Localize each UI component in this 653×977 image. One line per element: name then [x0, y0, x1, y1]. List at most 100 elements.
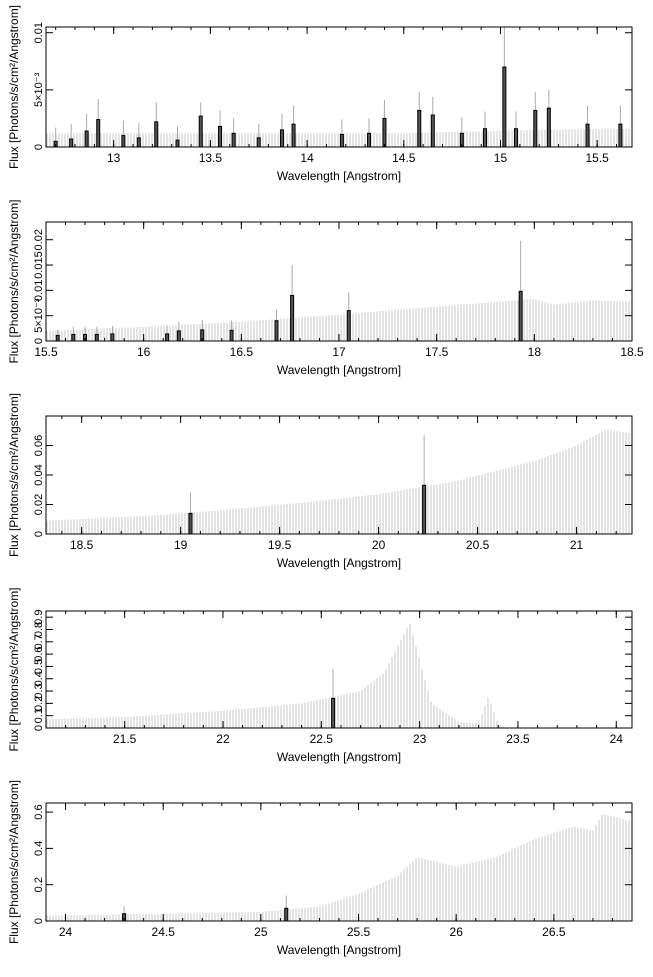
- x-tick-label: 25.5: [347, 925, 371, 939]
- x-tick-label: 24.5: [152, 925, 176, 939]
- detection-bar: [533, 109, 538, 148]
- y-tick-label: 0.2: [33, 696, 45, 711]
- detection-bar: [279, 129, 284, 148]
- detection-bar: [218, 125, 223, 148]
- y-tick-label: 0.4: [33, 671, 45, 686]
- detection-bar: [256, 137, 261, 148]
- x-tick-label: 22: [216, 732, 230, 746]
- x-tick-label: 16.5: [230, 345, 254, 359]
- y-tick-label: 0.01: [33, 22, 45, 43]
- detection-bar: [585, 123, 590, 148]
- detection-bar: [502, 66, 507, 148]
- x-tick-label: 21.5: [113, 732, 137, 746]
- detection-series: [188, 435, 427, 535]
- x-tick-label: 17: [332, 345, 346, 359]
- detection-series: [53, 27, 623, 148]
- x-tick-label: 16: [137, 345, 151, 359]
- detection-bar: [121, 135, 126, 148]
- x-tick-label: 18.5: [620, 345, 644, 359]
- y-tick-label: 0.5: [33, 659, 45, 674]
- x-tick-label: 19.5: [268, 538, 292, 552]
- upper-limit-bars: [46, 814, 630, 921]
- x-axis-label: Wavelength [Angstrom]: [277, 750, 401, 764]
- y-tick-label: 0.9: [33, 610, 45, 625]
- x-tick-label: 13.5: [199, 151, 223, 165]
- detection-bar: [96, 119, 101, 148]
- upper-limit-bars: [46, 624, 507, 728]
- detection-bar: [291, 123, 296, 148]
- detection-bar: [366, 132, 371, 148]
- detection-bar: [165, 333, 170, 342]
- x-tick-label: 18: [528, 345, 542, 359]
- detection-bar: [229, 329, 234, 342]
- x-axis-label: Wavelength [Angstrom]: [277, 169, 401, 183]
- x-minor-ticks: [45, 222, 633, 341]
- x-minor-ticks: [55, 27, 618, 147]
- y-axis-label: Flux [Photons/s/cm²/Angstrom]: [7, 587, 21, 751]
- plot-frame: [45, 802, 633, 922]
- x-axis-label: Wavelength [Angstrom]: [277, 556, 401, 570]
- y-tick-label: 0: [33, 918, 45, 924]
- detection-bar: [346, 310, 351, 342]
- y-tick-label: 0.06: [33, 435, 45, 456]
- y-tick-label: 5×10⁻³: [33, 72, 45, 107]
- detection-bar: [274, 320, 279, 342]
- chart-panel-3: 18.5 19 19.5 20 20.5 21 0 0.02 0.04 0.06 Wavelengt…: [7, 393, 633, 570]
- detection-bar: [290, 294, 295, 342]
- y-axis-label: Flux [Photons/s/cm²/Angstrom]: [7, 199, 21, 363]
- y-tick-label: 0: [33, 531, 45, 537]
- detection-bar: [618, 123, 623, 148]
- detection-bar: [175, 139, 180, 148]
- x-tick-label: 14.5: [392, 151, 416, 165]
- detection-bar: [71, 333, 76, 342]
- y-tick-label: 0: [33, 144, 45, 150]
- detection-bar: [417, 109, 422, 148]
- x-tick-label: 20.5: [466, 538, 490, 552]
- y-tick-label: 0.1: [33, 708, 45, 723]
- x-tick-label: 22.5: [310, 732, 334, 746]
- y-tick-label: 0.6: [33, 804, 45, 819]
- x-tick-label: 14: [300, 151, 314, 165]
- x-axis-label: Wavelength [Angstrom]: [277, 363, 401, 377]
- chart-panel-2: 15.5 16 16.5 17 17.5 18 18.5 0 5×10⁻³0.010.0150.…: [7, 199, 644, 377]
- detection-bar: [55, 334, 60, 342]
- y-axis-label: Flux [Photons/s/cm²/Angstrom]: [7, 5, 21, 169]
- chart-panel-1: 13 13.5 14 14.5 15 15.5 0 5×10⁻³ 0.01 Wavelength …: [7, 5, 633, 183]
- y-tick-label: 0.6: [33, 646, 45, 661]
- x-tick-label: 18.5: [70, 538, 94, 552]
- detection-bar: [110, 333, 115, 342]
- y-tick-label: 0.02: [33, 229, 45, 250]
- y-tick-label: 0.015: [33, 251, 45, 279]
- x-tick-label: 23.5: [506, 732, 530, 746]
- x-tick-label: 23: [413, 732, 427, 746]
- x-tick-label: 13: [107, 151, 121, 165]
- detection-bar: [513, 128, 518, 148]
- x-tick-label: 26: [450, 925, 464, 939]
- detection-bar: [94, 333, 99, 342]
- detection-bar: [154, 121, 159, 148]
- detection-bar: [430, 114, 435, 148]
- detection-bar: [84, 130, 89, 148]
- y-tick-label: 0: [33, 338, 45, 344]
- y-tick-label: 0.02: [33, 494, 45, 515]
- detection-bar: [176, 330, 181, 342]
- x-tick-label: 21: [570, 538, 584, 552]
- detection-bar: [136, 137, 141, 148]
- y-axis-label: Flux [Photons/s/cm²/Angstrom]: [7, 393, 21, 557]
- x-minor-ticks: [45, 803, 633, 921]
- detection-bar: [546, 107, 551, 148]
- x-tick-label: 24: [610, 732, 624, 746]
- upper-limit-bars: [46, 128, 630, 147]
- y-tick-label: 0.04: [33, 464, 45, 485]
- detection-bar: [188, 512, 193, 535]
- x-tick-label: 15.5: [586, 151, 610, 165]
- chart-panel-5: 24 24.5 25 25.5 26 26.5 0 0.2 0.4 0.6 Wavelength […: [7, 780, 633, 957]
- plot-frame: [45, 26, 633, 148]
- plot-frame: [45, 221, 633, 342]
- y-tick-label: 0: [33, 725, 45, 731]
- detection-bar: [231, 132, 236, 148]
- x-minor-ticks: [45, 611, 617, 728]
- detection-bar: [69, 138, 74, 148]
